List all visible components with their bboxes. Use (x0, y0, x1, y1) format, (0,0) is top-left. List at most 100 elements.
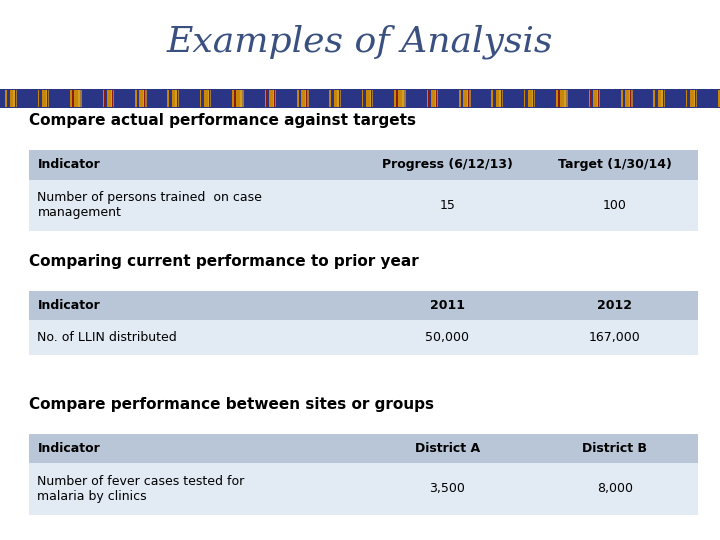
Text: 8,000: 8,000 (597, 482, 633, 496)
Bar (145, 90, 147, 107)
Bar (72, 90, 73, 107)
Bar (694, 90, 695, 107)
Bar (718, 90, 720, 107)
Bar (8, 90, 9, 107)
Bar (591, 90, 593, 107)
Bar (105, 90, 107, 107)
Bar (338, 90, 340, 107)
Bar (9, 90, 14, 107)
Bar (204, 90, 208, 107)
Bar (657, 90, 662, 107)
Text: No. of LLIN distributed: No. of LLIN distributed (37, 331, 177, 345)
Bar (341, 90, 358, 107)
Bar (665, 90, 682, 107)
Bar (29, 434, 698, 463)
Bar (50, 90, 66, 107)
Bar (276, 90, 293, 107)
Bar (293, 90, 297, 107)
Bar (306, 90, 307, 107)
Bar (653, 90, 655, 107)
Bar (112, 90, 113, 107)
Bar (600, 90, 617, 107)
Bar (467, 90, 468, 107)
Text: District A: District A (415, 442, 480, 455)
Bar (469, 90, 471, 107)
Bar (633, 90, 649, 107)
Bar (167, 90, 169, 107)
Bar (534, 90, 536, 107)
Bar (649, 90, 653, 107)
Bar (366, 90, 370, 107)
Bar (274, 90, 275, 107)
Bar (559, 90, 560, 107)
Bar (374, 90, 390, 107)
Bar (235, 90, 236, 107)
Bar (14, 90, 16, 107)
Text: Indicator: Indicator (37, 158, 100, 172)
Bar (429, 90, 431, 107)
Bar (305, 90, 306, 107)
Bar (552, 90, 556, 107)
Bar (261, 90, 264, 107)
Bar (426, 90, 428, 107)
Bar (617, 90, 621, 107)
Bar (29, 463, 698, 515)
Bar (78, 90, 79, 107)
Bar (500, 90, 502, 107)
Bar (588, 90, 590, 107)
Bar (494, 90, 495, 107)
Bar (47, 90, 48, 107)
Bar (398, 90, 402, 107)
Bar (491, 90, 493, 107)
Bar (266, 90, 267, 107)
Bar (70, 90, 72, 107)
Bar (269, 90, 273, 107)
Bar (371, 90, 372, 107)
Bar (621, 90, 623, 107)
Bar (236, 90, 240, 107)
Bar (178, 90, 179, 107)
Bar (74, 90, 78, 107)
Bar (208, 90, 209, 107)
Text: Compare actual performance against targets: Compare actual performance against targe… (29, 113, 416, 129)
Bar (163, 90, 167, 107)
Bar (16, 90, 17, 107)
Bar (42, 90, 46, 107)
Bar (202, 90, 204, 107)
Bar (567, 90, 568, 107)
Bar (461, 90, 462, 107)
Bar (556, 90, 558, 107)
Bar (428, 90, 429, 107)
Bar (403, 90, 405, 107)
Bar (179, 90, 196, 107)
Bar (690, 90, 694, 107)
Bar (307, 90, 309, 107)
Bar (332, 90, 333, 107)
Bar (623, 90, 624, 107)
Bar (99, 90, 102, 107)
Bar (568, 90, 585, 107)
Text: Indicator: Indicator (37, 442, 100, 455)
Bar (0, 89, 720, 91)
Bar (340, 90, 341, 107)
Bar (358, 90, 361, 107)
Bar (656, 90, 657, 107)
Bar (273, 90, 274, 107)
Bar (131, 90, 135, 107)
Bar (695, 90, 696, 107)
Text: Compare performance between sites or groups: Compare performance between sites or gro… (29, 397, 433, 412)
Bar (364, 90, 366, 107)
Bar (402, 90, 403, 107)
Bar (111, 90, 112, 107)
Bar (139, 90, 143, 107)
Bar (29, 150, 698, 180)
Bar (685, 90, 688, 107)
Bar (196, 90, 199, 107)
Bar (462, 90, 463, 107)
Bar (29, 291, 698, 320)
Bar (138, 90, 139, 107)
Text: 2011: 2011 (430, 299, 465, 312)
Bar (137, 90, 138, 107)
Bar (40, 90, 42, 107)
Bar (397, 90, 398, 107)
